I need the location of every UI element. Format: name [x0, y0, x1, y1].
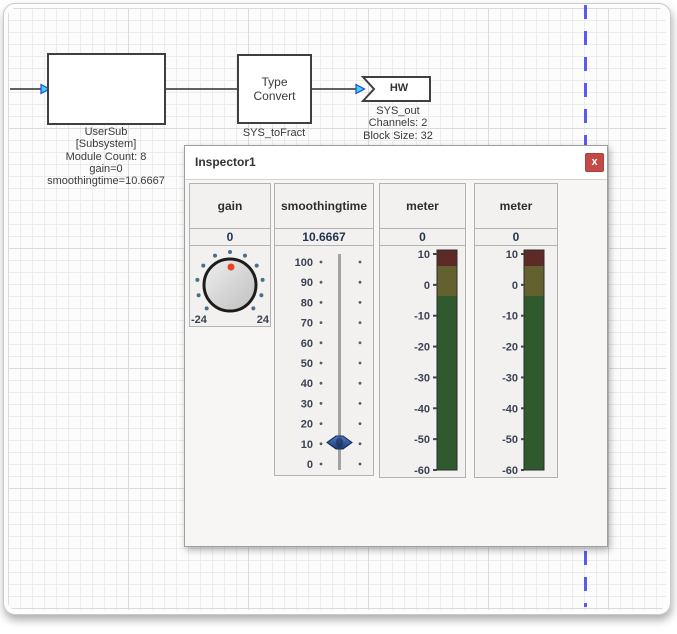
usersub-label-line: Module Count: 8 — [65, 150, 147, 163]
svg-text:-10: -10 — [414, 311, 430, 323]
panel-meter-2: meter 0 10 0 -10 -20 -30 -40 -50 -60 — [379, 183, 466, 478]
svg-text:80: 80 — [301, 297, 313, 309]
usersub-label: UserSub [Subsystem] Module Count: 8 gain… — [16, 126, 196, 187]
panel-header: meter — [379, 183, 466, 229]
svg-text:-30: -30 — [502, 372, 518, 384]
svg-text:70: 70 — [301, 318, 313, 330]
svg-text:-50: -50 — [414, 434, 430, 446]
inspector-window: Inspector1 x gain 0 -24 24 smoothingtime 10.6… — [184, 145, 608, 547]
svg-text:-20: -20 — [414, 342, 430, 354]
svg-text:10: 10 — [418, 249, 430, 261]
svg-text:0: 0 — [424, 280, 430, 292]
typeconvert-block[interactable]: Type Convert — [237, 54, 312, 124]
panel-value: 10.6667 — [274, 228, 374, 246]
usersub-label-line: UserSub — [84, 126, 128, 138]
svg-text:20: 20 — [301, 419, 313, 431]
usersub-label-line: smoothingtime=10.6667 — [47, 175, 165, 188]
panel-header: gain — [189, 183, 271, 229]
typeconvert-line1: Type — [261, 75, 288, 89]
usersub-label-line: gain=0 — [89, 162, 123, 175]
panel-control: -24 24 — [189, 245, 271, 327]
hw-label: SYS_out Channels: 2 Block Size: 32 — [348, 105, 448, 142]
close-button[interactable]: x — [585, 153, 604, 172]
usersub-label-line: [Subsystem] — [75, 138, 137, 151]
panel-value: 0 — [474, 228, 558, 246]
panel-smoothingtime-1: smoothingtime 10.6667 100 90 80 70 60 50 40 30 20 1… — [274, 183, 374, 476]
panel-gain-0: gain 0 -24 24 — [189, 183, 271, 327]
hw-label-line: Channels: 2 — [368, 117, 428, 130]
panel-meter-3: meter 0 10 0 -10 -20 -30 -40 -50 -60 — [474, 183, 558, 478]
hw-label-line: SYS_out — [376, 105, 420, 117]
svg-text:100: 100 — [295, 257, 313, 269]
panel-value: 0 — [189, 228, 271, 246]
hw-label-line: Block Size: 32 — [363, 129, 433, 142]
knob-min-label: -24 — [191, 314, 207, 326]
panel-value: 0 — [379, 228, 466, 246]
svg-text:40: 40 — [301, 378, 313, 390]
svg-text:-60: -60 — [502, 465, 518, 477]
svg-text:0: 0 — [307, 459, 313, 471]
typeconvert-line2: Convert — [253, 89, 296, 103]
svg-text:10: 10 — [506, 249, 518, 261]
gain-knob[interactable] — [190, 246, 270, 326]
svg-text:-60: -60 — [414, 465, 430, 477]
svg-text:-10: -10 — [502, 311, 518, 323]
svg-text:-40: -40 — [414, 403, 430, 415]
svg-text:30: 30 — [301, 398, 313, 410]
svg-text:-30: -30 — [414, 372, 430, 384]
panel-header: smoothingtime — [274, 183, 374, 229]
panel-header: meter — [474, 183, 558, 229]
inspector-title: Inspector1 — [195, 155, 256, 169]
typeconvert-label: SYS_toFract — [242, 127, 306, 139]
svg-text:-50: -50 — [502, 434, 518, 446]
inspector-titlebar[interactable]: Inspector1 x — [185, 146, 607, 180]
panel-control: 10 0 -10 -20 -30 -40 -50 -60 — [379, 245, 466, 478]
knob-max-label: 24 — [256, 314, 269, 326]
svg-text:0: 0 — [512, 280, 518, 292]
svg-text:10: 10 — [301, 439, 313, 451]
svg-text:60: 60 — [301, 338, 313, 350]
svg-text:90: 90 — [301, 277, 313, 289]
inspector-panels: gain 0 -24 24 smoothingtime 10.6667 100 90 80 70 6… — [185, 183, 607, 546]
panel-control: 10 0 -10 -20 -30 -40 -50 -60 — [474, 245, 558, 478]
close-icon: x — [591, 156, 598, 168]
hw-block-text: HW — [389, 82, 409, 94]
panel-control: 100 90 80 70 60 50 40 30 20 10 0 — [274, 245, 374, 476]
svg-text:-40: -40 — [502, 403, 518, 415]
meter-display: 10 0 -10 -20 -30 -40 -50 -60 — [414, 249, 458, 477]
svg-text:-20: -20 — [502, 342, 518, 354]
meter-display: 10 0 -10 -20 -30 -40 -50 -60 — [502, 249, 545, 477]
usersub-block[interactable] — [47, 53, 166, 125]
svg-text:50: 50 — [301, 358, 313, 370]
